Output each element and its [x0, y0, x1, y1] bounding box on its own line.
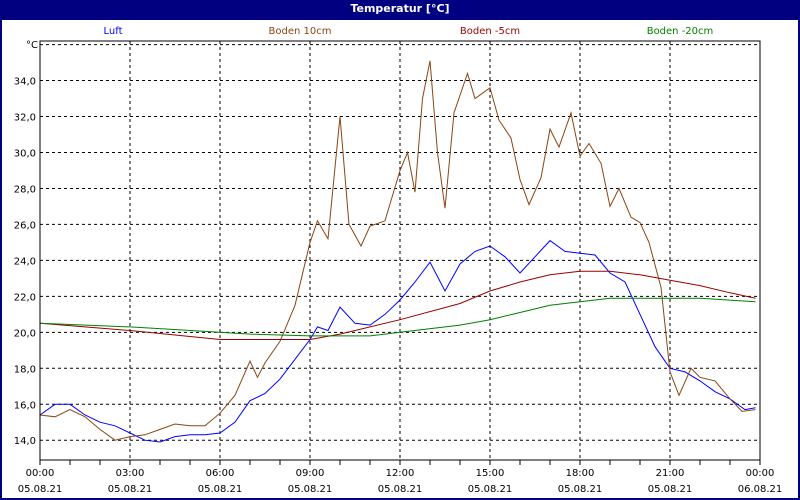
y-tick-label: 16,0 — [14, 400, 36, 411]
x-tick-time: 15:00 — [476, 468, 505, 479]
x-tick-time: 03:00 — [116, 468, 145, 479]
series-line-3 — [39, 297, 756, 337]
grid — [40, 41, 760, 460]
series-lines — [39, 60, 756, 443]
x-tick-date: 05.08.21 — [18, 484, 63, 495]
y-tick-label: 20,0 — [14, 328, 36, 339]
y-tick-label: 30,0 — [14, 148, 36, 159]
y-tick-label: 14,0 — [14, 436, 36, 447]
y-tick-label: 34,0 — [14, 77, 36, 88]
x-tick-time: 00:00 — [746, 468, 775, 479]
y-axis-unit: °C — [26, 40, 38, 51]
y-tick-label: 32,0 — [14, 113, 36, 124]
y-tick-label: 22,0 — [14, 292, 36, 303]
y-tick-label: 26,0 — [14, 220, 36, 231]
x-tick-time: 06:00 — [206, 468, 235, 479]
x-tick-date: 06.08.21 — [738, 484, 783, 495]
x-tick-date: 05.08.21 — [648, 484, 693, 495]
series-line-0 — [39, 239, 756, 443]
temperature-chart: Luft Boden 10cm Boden -5cm Boden -20cm °C 1… — [14, 26, 783, 495]
y-tick-label: 28,0 — [14, 184, 36, 195]
x-tick-time: 18:00 — [566, 468, 595, 479]
legend: Luft Boden 10cm Boden -5cm Boden -20cm — [104, 26, 714, 37]
y-tick-label: 18,0 — [14, 364, 36, 375]
legend-item-0: Luft — [104, 26, 123, 37]
chart-area: Luft Boden 10cm Boden -5cm Boden -20cm °C 1… — [2, 20, 798, 498]
x-tick-date: 05.08.21 — [378, 484, 423, 495]
series-line-1 — [39, 60, 756, 441]
plot-frame — [39, 40, 761, 461]
y-tick-label: 24,0 — [14, 256, 36, 267]
x-tick-date: 05.08.21 — [108, 484, 153, 495]
x-tick-time: 12:00 — [386, 468, 415, 479]
legend-item-3: Boden -20cm — [647, 26, 714, 37]
legend-item-2: Boden -5cm — [460, 26, 520, 37]
x-tick-date: 05.08.21 — [558, 484, 603, 495]
series-line-2 — [39, 270, 756, 340]
x-tick-time: 09:00 — [296, 468, 325, 479]
window-title: Temperatur [°C] — [350, 2, 450, 15]
x-tick-time: 21:00 — [656, 468, 685, 479]
x-tick-date: 05.08.21 — [288, 484, 333, 495]
axes: 14,0 16,0 18,0 20,0 22,0 24,0 26,0 28,0 30,0 32,0… — [14, 40, 783, 495]
legend-item-1: Boden 10cm — [269, 26, 332, 37]
x-tick-date: 05.08.21 — [198, 484, 243, 495]
x-tick-date: 05.08.21 — [468, 484, 513, 495]
x-tick-time: 00:00 — [26, 468, 55, 479]
